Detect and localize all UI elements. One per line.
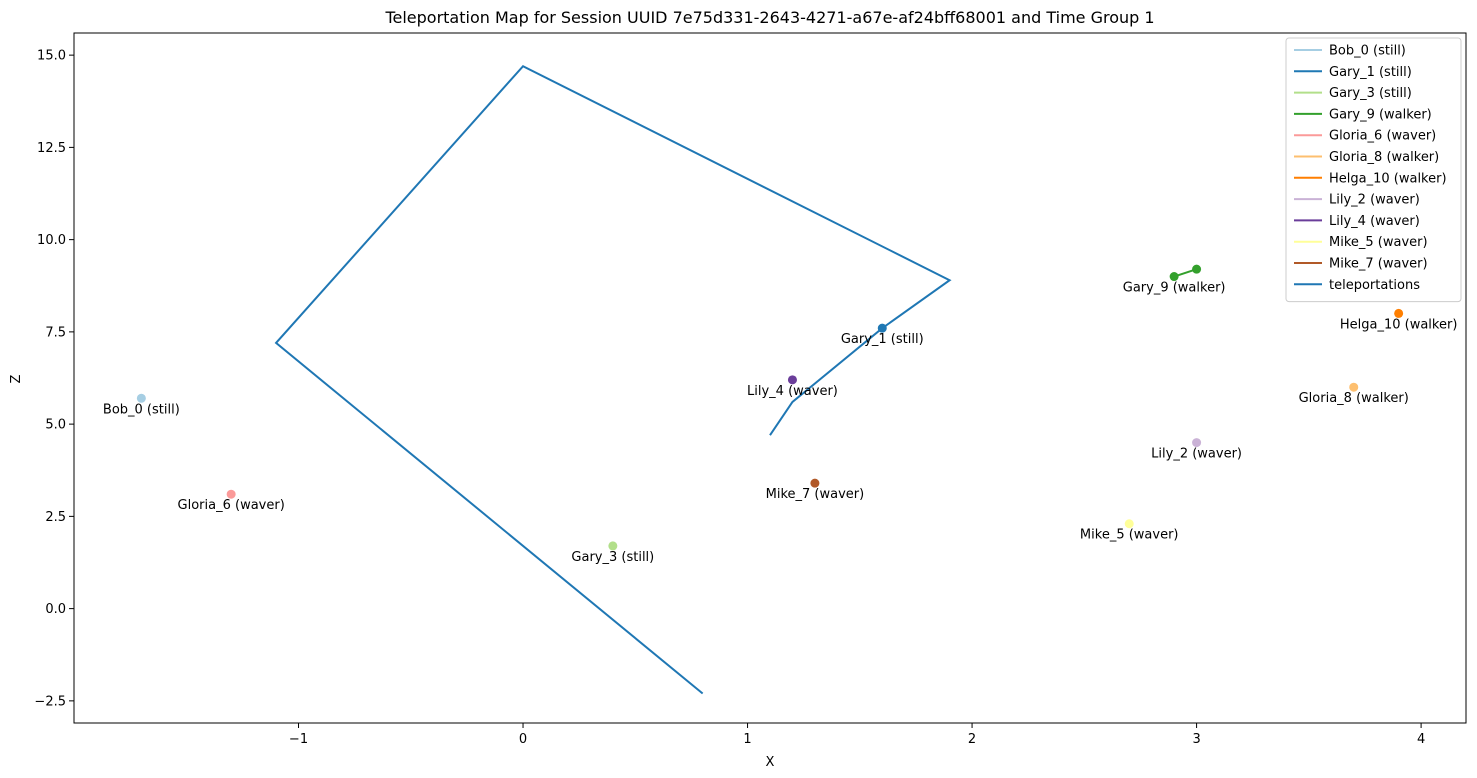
legend-entry: Gary_1 (still) xyxy=(1329,65,1412,80)
point-label: Bob_0 (still) xyxy=(103,402,180,417)
y-tick-label: 12.5 xyxy=(37,141,66,156)
point-label: Gloria_8 (walker) xyxy=(1299,391,1409,406)
legend-entry: Gary_3 (still) xyxy=(1329,86,1412,101)
y-axis-ticks: −2.5 0.0 2.5 5.0 7.5 10.0 12.5 15.0 xyxy=(34,49,74,709)
x-tick-label: 3 xyxy=(1192,732,1200,747)
data-point xyxy=(1169,272,1179,282)
point-label: Helga_10 (walker) xyxy=(1340,317,1458,332)
point-label: Gloria_6 (waver) xyxy=(178,498,285,513)
data-point xyxy=(877,323,887,333)
legend-entry: Mike_5 (waver) xyxy=(1329,235,1428,250)
data-point xyxy=(226,489,236,499)
legend-entry: Lily_2 (waver) xyxy=(1329,193,1420,208)
data-point xyxy=(810,478,820,488)
y-tick-label: 10.0 xyxy=(37,233,66,248)
data-point xyxy=(1124,519,1134,529)
x-tick-label: 1 xyxy=(743,732,751,747)
x-tick-label: −1 xyxy=(289,732,308,747)
chart-title: Teleportation Map for Session UUID 7e75d… xyxy=(384,8,1154,27)
legend-entry: Helga_10 (walker) xyxy=(1329,171,1447,186)
legend-entry: Lily_4 (waver) xyxy=(1329,214,1420,229)
point-label: Mike_5 (waver) xyxy=(1080,528,1179,543)
data-point xyxy=(1394,308,1404,318)
y-tick-label: 0.0 xyxy=(45,602,66,617)
x-axis-ticks: −1 0 1 2 3 4 xyxy=(289,723,1425,747)
y-axis-label: Z xyxy=(9,374,24,383)
legend-entry: Gary_9 (walker) xyxy=(1329,107,1432,122)
point-labels: Bob_0 (still) Gary_1 (still) Gary_3 (still… xyxy=(103,281,1458,565)
data-point xyxy=(136,393,146,403)
data-point xyxy=(608,541,618,551)
point-label: Gary_9 (walker) xyxy=(1123,281,1226,296)
x-tick-label: 2 xyxy=(968,732,976,747)
point-label: Lily_4 (waver) xyxy=(747,384,838,399)
data-point xyxy=(787,375,797,385)
x-tick-label: 4 xyxy=(1417,732,1425,747)
point-label: Mike_7 (waver) xyxy=(766,487,865,502)
y-tick-label: 7.5 xyxy=(45,325,66,340)
data-point xyxy=(1349,382,1359,392)
plot-frame xyxy=(73,32,1467,724)
series-lines xyxy=(274,64,1197,695)
y-tick-label: 15.0 xyxy=(37,49,66,64)
x-axis-label: X xyxy=(766,755,775,770)
x-tick-label: 0 xyxy=(519,732,527,747)
legend-entry: Bob_0 (still) xyxy=(1329,44,1406,59)
legend-entry: Gloria_6 (waver) xyxy=(1329,129,1436,144)
point-label: Gary_3 (still) xyxy=(571,550,654,565)
legend-box xyxy=(1285,37,1462,303)
y-tick-label: 5.0 xyxy=(45,418,66,433)
series-points xyxy=(136,264,1404,551)
point-label: Lily_2 (waver) xyxy=(1151,447,1242,462)
legend-entry: Gloria_8 (walker) xyxy=(1329,150,1439,165)
legend: Bob_0 (still) Gary_1 (still) Gary_3 (still… xyxy=(1285,37,1462,303)
legend-entry: Mike_7 (waver) xyxy=(1329,257,1428,272)
point-label: Gary_1 (still) xyxy=(841,332,924,347)
y-tick-label: 2.5 xyxy=(45,510,66,525)
data-point xyxy=(1192,264,1202,274)
y-tick-label: −2.5 xyxy=(34,694,66,709)
teleportation-path xyxy=(274,64,952,695)
legend-entry: teleportations xyxy=(1329,278,1420,293)
data-point xyxy=(1192,438,1202,448)
